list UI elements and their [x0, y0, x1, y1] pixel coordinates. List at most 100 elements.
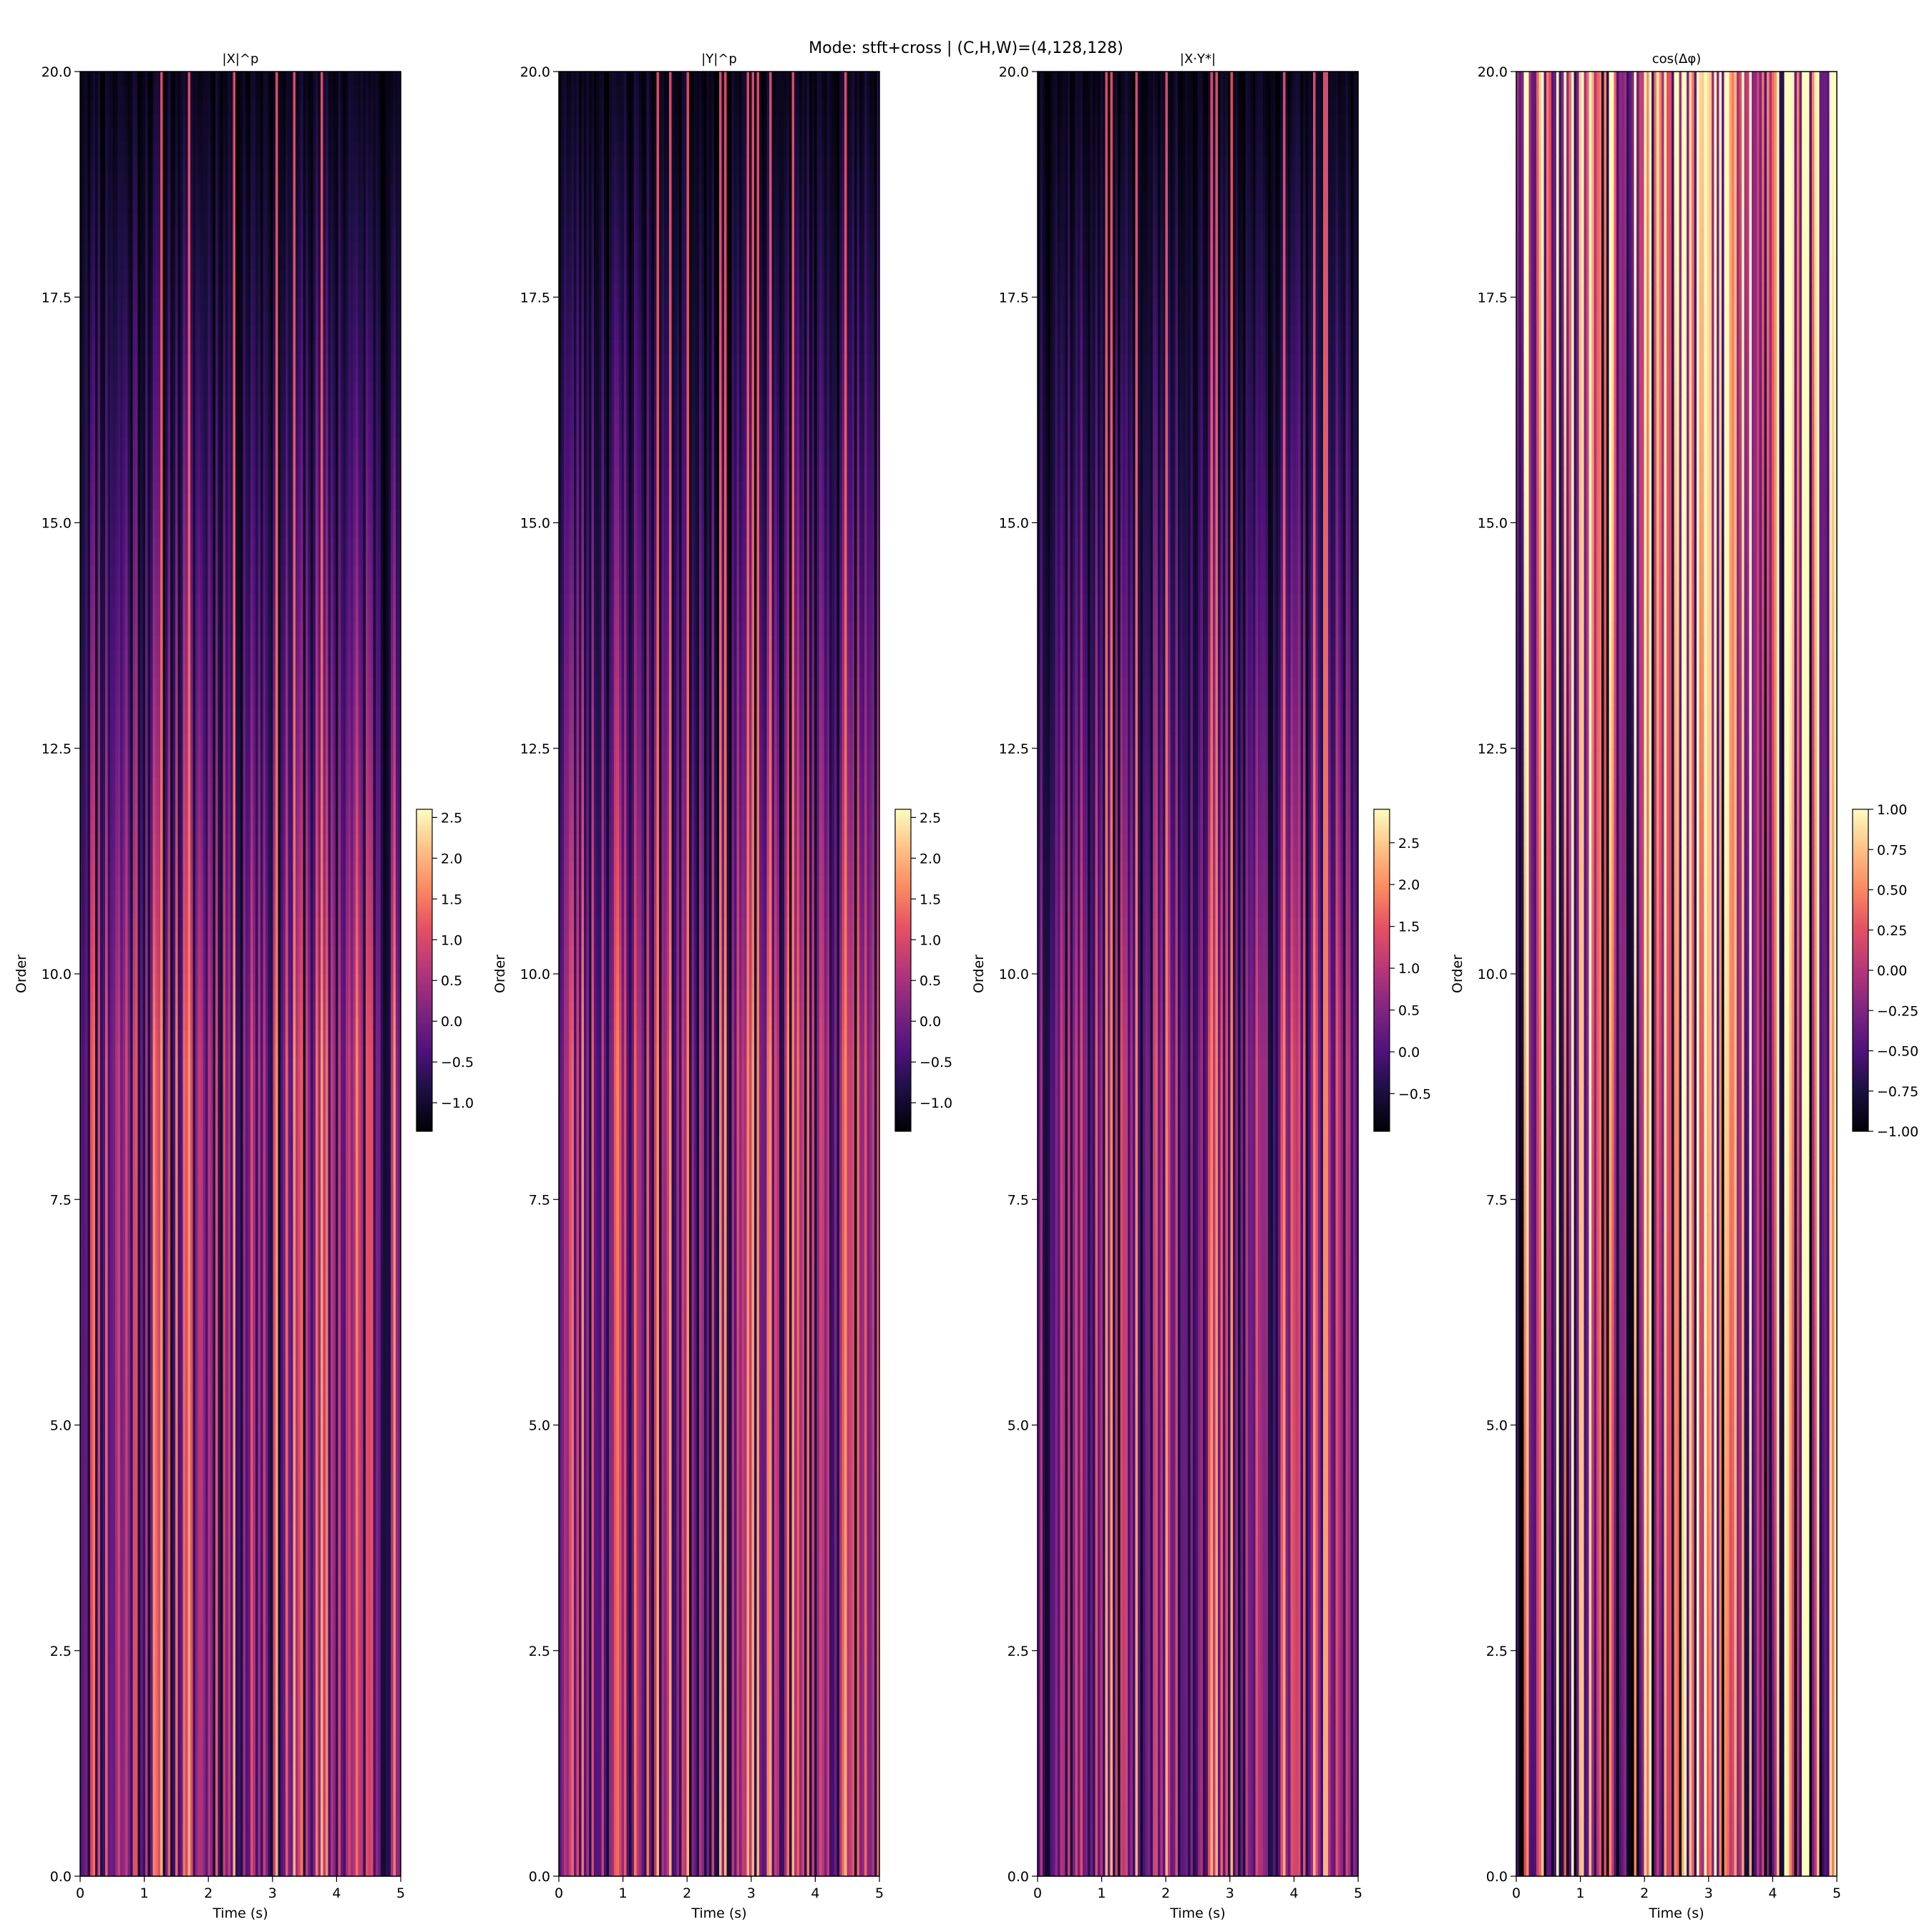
heatmap-cell	[263, 1820, 266, 1834]
heatmap-cell	[336, 1862, 338, 1876]
heatmap-cell	[323, 1834, 326, 1848]
heatmap-cell	[371, 1848, 374, 1863]
heatmap-cell	[205, 1862, 208, 1876]
heatmap-cell	[130, 1862, 133, 1876]
heatmap-cell	[110, 1848, 113, 1863]
heatmap-cell	[208, 1834, 211, 1848]
heatmap-cell	[163, 1848, 166, 1863]
heatmap-cell	[178, 1848, 181, 1863]
heatmap-cell	[338, 1820, 341, 1834]
heatmap-cell	[313, 1834, 316, 1848]
heatmap-cell	[110, 1820, 113, 1834]
heatmap-cell	[291, 1820, 293, 1834]
heatmap-cell	[311, 1848, 313, 1863]
heatmap-cell	[291, 1834, 293, 1848]
heatmap-cell	[296, 1820, 298, 1834]
heatmap-cell	[255, 1820, 258, 1834]
heatmap-cell	[301, 1848, 303, 1863]
heatmap-cell	[245, 1862, 248, 1876]
heatmap-cell	[123, 1848, 126, 1863]
heatmap-cell	[138, 1862, 141, 1876]
heatmap-cell	[263, 1862, 266, 1876]
heatmap-cell	[243, 1834, 246, 1848]
heatmap-cell	[278, 1848, 281, 1863]
heatmap-cell	[358, 1820, 361, 1834]
heatmap-cell	[110, 1862, 113, 1876]
heatmap-cell	[220, 1862, 223, 1876]
heatmap-cell	[333, 1834, 336, 1848]
heatmap-cell	[115, 1848, 118, 1863]
heatmap-cell	[316, 1848, 318, 1863]
heatmap-cell	[208, 1820, 211, 1834]
heatmap-cell	[296, 1862, 298, 1876]
heatmap-cell	[328, 1834, 331, 1848]
heatmap-cell	[346, 1848, 348, 1863]
heatmap-cell	[369, 1848, 371, 1863]
heatmap-cell	[198, 1834, 201, 1848]
heatmap-cell	[313, 1862, 316, 1876]
heatmap-cell	[98, 1834, 101, 1848]
heatmap-cell	[293, 1820, 296, 1834]
figure-title: Mode: stft+cross | (C,H,W)=(4,128,128)	[809, 39, 1123, 57]
heatmap-cell	[326, 1862, 328, 1876]
heatmap-cell	[336, 1834, 338, 1848]
heatmap-cell	[356, 1834, 358, 1848]
heatmap-cell	[298, 1862, 301, 1876]
heatmap-cell	[150, 1834, 153, 1848]
heatmap-cell	[273, 1834, 276, 1848]
heatmap-cell	[351, 1820, 353, 1834]
heatmap-cell	[165, 1848, 168, 1863]
heatmap-cell	[138, 1834, 141, 1848]
heatmap-cell	[215, 1848, 218, 1863]
heatmap-cell	[384, 1848, 386, 1863]
heatmap-cell	[258, 1848, 261, 1863]
heatmap-cell	[358, 1834, 361, 1848]
heatmap-cell	[341, 1820, 343, 1834]
heatmap-cell	[198, 1820, 201, 1834]
heatmap-cell	[253, 1862, 256, 1876]
heatmap-cell	[243, 1862, 246, 1876]
heatmap-cell	[275, 1820, 278, 1834]
heatmap-cell	[148, 1820, 151, 1834]
heatmap-cell	[95, 1862, 98, 1876]
heatmap-cell	[128, 1834, 131, 1848]
heatmap-cell	[228, 1848, 231, 1863]
heatmap-cell	[168, 1848, 171, 1863]
heatmap-cell	[313, 1820, 316, 1834]
heatmap-cell	[358, 1862, 361, 1876]
heatmap-cell	[265, 1834, 268, 1848]
heatmap-cell	[238, 1862, 241, 1876]
heatmap-cell	[93, 1862, 96, 1876]
heatmap-cell	[178, 1862, 181, 1876]
heatmap-cell	[245, 1834, 248, 1848]
heatmap-cell	[230, 1820, 233, 1834]
heatmap-cell	[205, 1848, 208, 1863]
heatmap-cell	[133, 1820, 136, 1834]
heatmap-cell	[173, 1862, 176, 1876]
heatmap-cell	[260, 1834, 263, 1848]
heatmap-cell	[163, 1820, 166, 1834]
heatmap-cell	[163, 1862, 166, 1876]
heatmap-cell	[220, 1834, 223, 1848]
heatmap-cell	[379, 1820, 381, 1834]
heatmap-cell	[200, 1834, 203, 1848]
heatmap-cell	[303, 1862, 306, 1876]
heatmap-cell	[135, 1862, 138, 1876]
heatmap-cell	[230, 1862, 233, 1876]
heatmap-cell	[318, 1848, 321, 1863]
heatmap-cell	[93, 1820, 96, 1834]
heatmap-cell	[356, 1820, 358, 1834]
heatmap-cell	[296, 1848, 298, 1863]
heatmap-cell	[108, 1820, 111, 1834]
heatmap-cell	[198, 1862, 201, 1876]
heatmap-cell	[173, 1848, 176, 1863]
heatmap-cell	[361, 1848, 364, 1863]
panel-1: |X|^p0 1 2 3 4 5Time (s)0.02.55.07.510.012.51…	[14, 52, 474, 1921]
heatmap-cell	[148, 1848, 151, 1863]
heatmap-cell	[213, 1834, 216, 1848]
heatmap-cell	[240, 1862, 243, 1876]
heatmap-cell	[301, 1862, 303, 1876]
heatmap-cell	[145, 1820, 148, 1834]
heatmap-cell	[328, 1862, 331, 1876]
heatmap-cell	[306, 1834, 308, 1848]
